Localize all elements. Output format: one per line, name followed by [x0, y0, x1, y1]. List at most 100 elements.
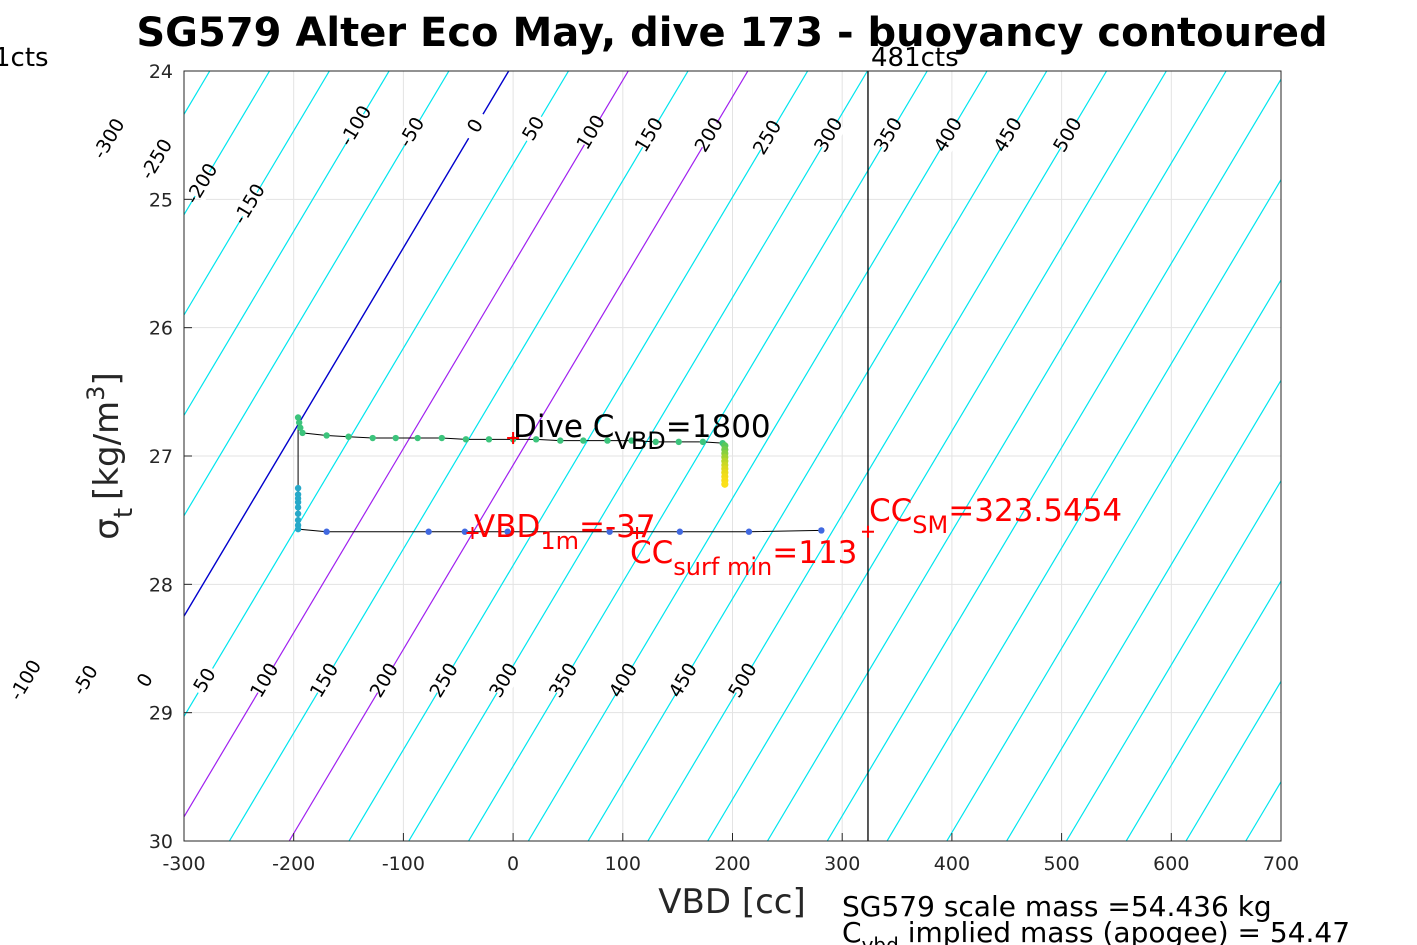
climb-point: [294, 484, 302, 492]
contour-label: -50: [394, 113, 429, 151]
contour-label-bg: [92, 121, 127, 157]
contour-label-bg: [726, 662, 761, 699]
contour-line: [826, 78, 1281, 841]
y-tick-label: 26: [149, 318, 173, 340]
contour-label: -150: [229, 180, 270, 228]
contour-line: [408, 71, 868, 841]
contour-label: 50: [518, 112, 549, 144]
contour-lines: [0, 71, 1417, 841]
x-axis-label: VBD [cc]: [658, 882, 806, 922]
descent-point: [295, 419, 303, 426]
contour-line: [0, 71, 90, 841]
scale-mass-text: SG579 scale mass =54.436 kg: [842, 890, 1272, 923]
contour-label-bg: [751, 120, 785, 156]
contour-line: [0, 71, 150, 841]
x-tick-label: 700: [1263, 853, 1299, 875]
contour-line: [766, 71, 1227, 841]
descent-point: [297, 424, 304, 431]
dive-trajectory: [294, 414, 874, 539]
cc-sm-annotation: CCSM=323.5454: [869, 493, 1122, 539]
descent-point: [532, 436, 540, 443]
contour-label-bg: [693, 117, 727, 153]
cc-surf-min-annotation: CCsurf min=113: [630, 535, 857, 581]
contour-label-bg: [185, 166, 219, 202]
contour-line: [184, 71, 390, 417]
contour-line: [348, 71, 809, 841]
contour-label-bg: [427, 662, 462, 699]
contour-label-bg: [1051, 117, 1085, 153]
climb-point: [461, 528, 469, 535]
contour-line: [184, 71, 271, 216]
contour-label: -50: [68, 661, 103, 699]
contour-label: -200: [181, 160, 222, 208]
climb-point: [294, 504, 302, 511]
contour-label: -300: [89, 115, 130, 163]
contour-label-bg: [308, 662, 342, 699]
descent-point: [294, 414, 302, 421]
contour-line: [1006, 379, 1281, 841]
x-tick-label: 500: [1043, 853, 1079, 875]
descent-point: [462, 436, 470, 443]
contour-line: [1125, 579, 1281, 841]
contour-line: [184, 71, 629, 819]
descent-point: [438, 434, 445, 442]
x-tick-label: 600: [1153, 853, 1189, 875]
x-tick-label: -100: [382, 853, 425, 875]
y-tick-label: 25: [149, 189, 173, 211]
contour-line: [1065, 479, 1281, 841]
contour-label-bg: [574, 114, 609, 151]
descent-point: [485, 436, 493, 443]
climb-point: [425, 528, 432, 535]
climb-point: [676, 528, 684, 535]
descent-point: [580, 437, 587, 444]
contour-label: -100: [5, 656, 46, 704]
descent-point: [299, 429, 306, 437]
contour-label-bg: [547, 662, 581, 699]
contour-label-bg: [459, 108, 493, 144]
climb-point: [745, 528, 753, 535]
y-axis-label: σt[kg/m3]: [82, 372, 139, 539]
dive-cvbd-annotation: Dive CVBD=1800: [513, 409, 771, 455]
descent-point: [699, 438, 707, 446]
contour-label-bg: [517, 111, 551, 147]
contour-line: [1306, 71, 1417, 841]
contour-label-bg: [339, 108, 373, 144]
implied-mass-text: Cvbd implied mass (apogee) = 54.47: [842, 916, 1350, 945]
climb-point: [294, 525, 302, 533]
descent-point: [604, 437, 611, 444]
descent-point: [323, 432, 330, 439]
climb-point: [294, 499, 302, 506]
x-tick-label: 200: [714, 853, 750, 875]
contour-label-bg: [233, 186, 267, 223]
y-tick-label: 28: [149, 574, 173, 596]
contour-label-bg: [812, 117, 846, 153]
contour-line: [288, 71, 749, 841]
descent-path: [297, 417, 723, 444]
contour-label: -250: [136, 135, 177, 183]
contour-label: -100: [335, 102, 376, 150]
contour-line: [1185, 680, 1281, 841]
x-tick-label: -200: [272, 853, 315, 875]
contour-label-bg: [128, 662, 163, 699]
contour-line: [707, 71, 1167, 841]
climb-point: [504, 528, 511, 535]
contour-line: [468, 71, 928, 841]
climb-point: [606, 528, 613, 535]
descent-point: [652, 438, 659, 446]
contour-line: [946, 278, 1281, 841]
axes: -300 -200 -100 0 100 200 300 400 500 600 700 24 25 26…: [149, 61, 1299, 875]
contour-line: [1365, 71, 1417, 841]
descent-point: [557, 437, 564, 444]
contour-label-bg: [368, 662, 402, 699]
contour-line: [647, 71, 1108, 841]
contour-label-bg: [991, 117, 1026, 153]
x-tick-label: 0: [507, 853, 519, 875]
descent-point: [675, 438, 682, 446]
contour-label: 50: [189, 664, 220, 696]
descent-point: [414, 434, 421, 442]
y-tick-label: 30: [149, 831, 173, 853]
climb-point: [294, 510, 302, 517]
climb-point: [818, 527, 825, 534]
limit-label-left: 1cts: [0, 43, 49, 73]
